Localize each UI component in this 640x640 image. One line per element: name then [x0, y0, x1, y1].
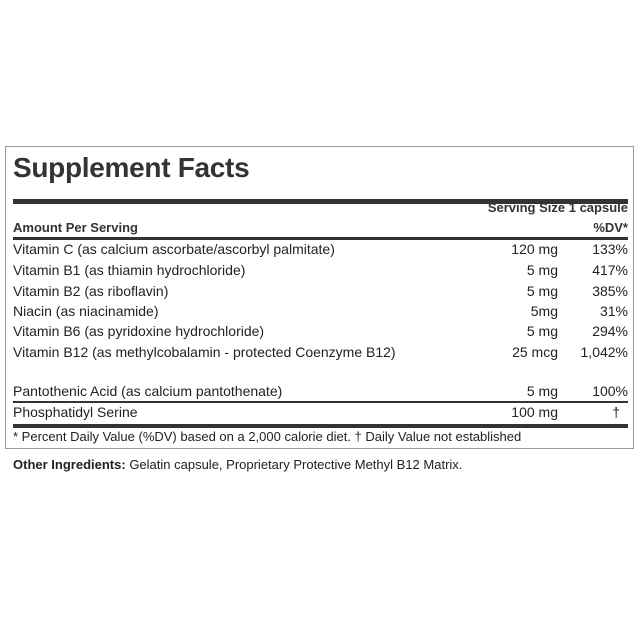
amount-per-serving-header: Amount Per Serving [13, 220, 138, 235]
nutrient-dv: † [612, 404, 620, 420]
nutrient-amount: 5 mg [526, 383, 558, 399]
nutrient-amount: 5 mg [526, 262, 558, 278]
nutrient-amount: 5 mg [526, 323, 558, 339]
nutrient-amount: 5mg [530, 303, 558, 319]
nutrient-dv: 31% [599, 303, 628, 319]
dv-header: %DV* [593, 220, 628, 235]
nutrient-dv: 417% [592, 262, 628, 278]
nutrient-name: Phosphatidyl Serine [13, 404, 138, 420]
other-ingredients: Other Ingredients: Gelatin capsule, Prop… [13, 457, 462, 472]
footer-divider [13, 424, 628, 428]
nutrient-amount: 100 mg [511, 404, 558, 420]
other-ingredients-label: Other Ingredients: [13, 457, 126, 472]
nutrient-name: Vitamin B1 (as thiamin hydrochloride) [13, 262, 246, 278]
serving-size: Serving Size 1 capsule [487, 200, 628, 215]
nutrient-name: Pantothenic Acid (as calcium pantothenat… [13, 383, 283, 399]
row-divider [13, 401, 628, 403]
title-divider [13, 199, 628, 204]
nutrient-dv: 385% [592, 283, 628, 299]
supplement-facts-panel [5, 146, 634, 449]
nutrient-amount: 5 mg [526, 283, 558, 299]
nutrient-dv: 1,042% [580, 344, 628, 360]
nutrient-amount: 120 mg [511, 241, 558, 257]
nutrient-name: Vitamin B2 (as riboflavin) [13, 283, 169, 299]
header-divider [13, 237, 628, 240]
other-ingredients-text: Gelatin capsule, Proprietary Protective … [129, 457, 463, 472]
nutrient-name: Niacin (as niacinamide) [13, 303, 159, 319]
footnote: * Percent Daily Value (%DV) based on a 2… [13, 429, 522, 444]
nutrient-dv: 100% [592, 383, 628, 399]
nutrient-name: Vitamin C (as calcium ascorbate/ascorbyl… [13, 241, 335, 257]
nutrient-name: Vitamin B6 (as pyridoxine hydrochloride) [13, 323, 265, 339]
nutrient-dv: 294% [592, 323, 628, 339]
nutrient-dv: 133% [592, 241, 628, 257]
nutrient-name: Vitamin B12 (as methylcobalamin - protec… [13, 344, 396, 360]
panel-title: Supplement Facts [13, 152, 250, 183]
nutrient-amount: 25 mcg [512, 344, 558, 360]
